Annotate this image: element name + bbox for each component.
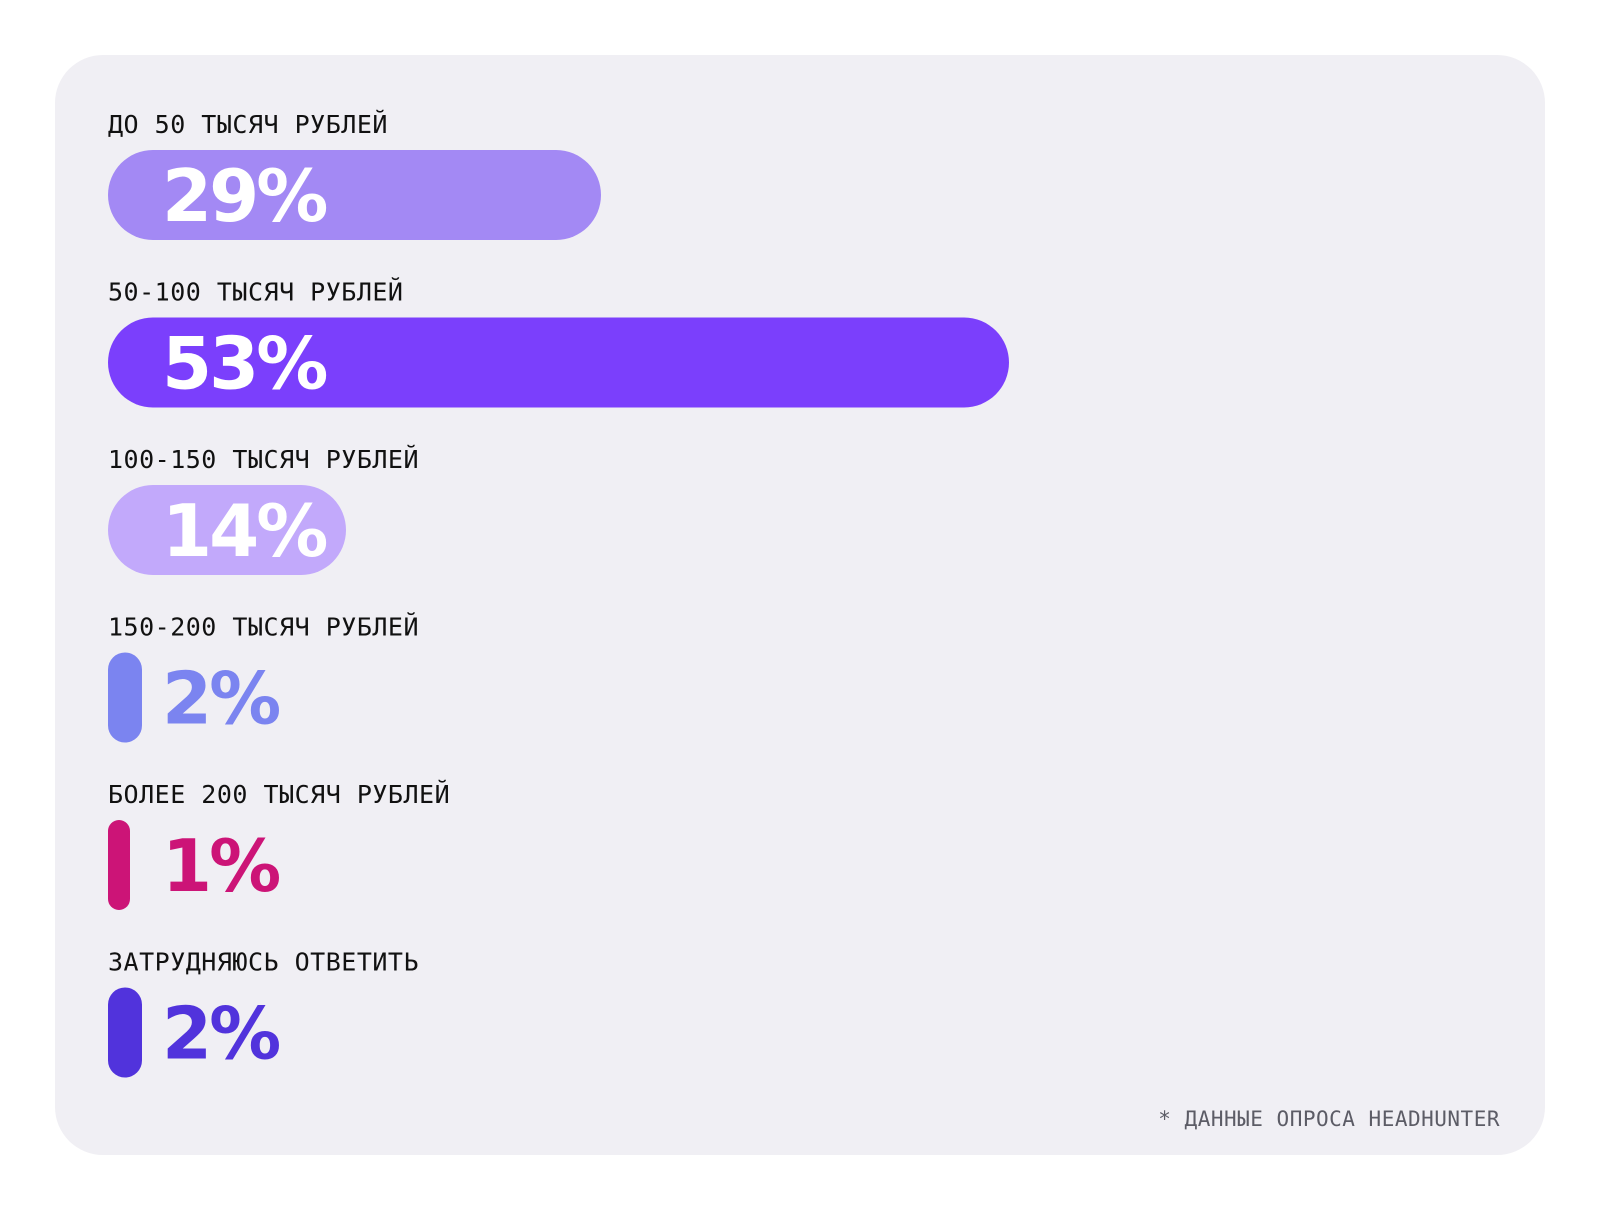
category-label: ЗАТРУДНЯЮСЬ ОТВЕТИТЬ	[108, 948, 419, 977]
bar	[108, 987, 142, 1078]
bar	[108, 652, 142, 743]
category-label: 100-150 ТЫСЯЧ РУБЛЕЙ	[108, 445, 419, 474]
salary-distribution-chart: ДО 50 ТЫСЯЧ РУБЛЕЙ 29% 50-100 ТЫСЯЧ РУБЛЕЙ…	[108, 110, 1009, 1078]
value-label: 14%	[162, 489, 326, 573]
chart-card: ДО 50 ТЫСЯЧ РУБЛЕЙ 29% 50-100 ТЫСЯЧ РУБЛЕЙ…	[55, 55, 1545, 1155]
bar	[108, 317, 1009, 408]
value-label: 2%	[162, 992, 279, 1076]
value-label: 29%	[162, 154, 326, 238]
category-label: 150-200 ТЫСЯЧ РУБЛЕЙ	[108, 613, 419, 642]
value-label: 53%	[162, 322, 326, 406]
bar	[108, 150, 601, 240]
value-label: 1%	[162, 824, 279, 908]
bar	[108, 820, 130, 910]
value-label: 2%	[162, 657, 279, 741]
source-footnote: * ДАННЫЕ ОПРОСА HEADHUNTER	[1158, 1107, 1500, 1131]
category-label: 50-100 ТЫСЯЧ РУБЛЕЙ	[108, 278, 403, 307]
category-label: БОЛЕЕ 200 ТЫСЯЧ РУБЛЕЙ	[108, 780, 450, 809]
category-label: ДО 50 ТЫСЯЧ РУБЛЕЙ	[108, 110, 388, 139]
bar	[108, 485, 346, 575]
